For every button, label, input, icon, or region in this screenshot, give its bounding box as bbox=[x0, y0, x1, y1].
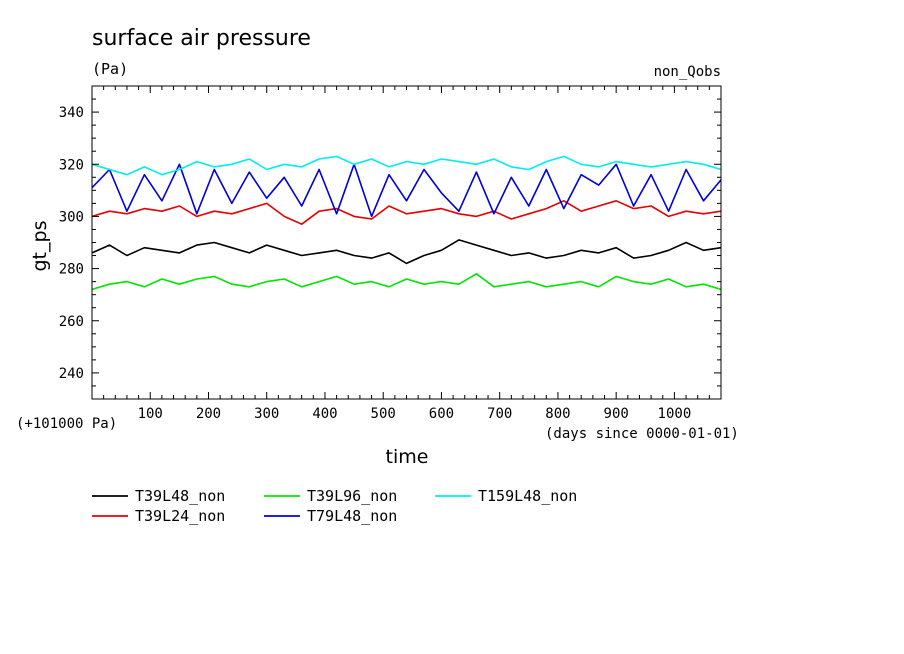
x-tick-label: 1000 bbox=[658, 406, 692, 422]
series-line-T39L96_non bbox=[91, 272, 722, 291]
series-line-T159L48_non bbox=[91, 155, 722, 176]
x-tick-label: 900 bbox=[604, 406, 629, 422]
y-axis-label: gt_ps bbox=[29, 221, 51, 272]
x-tick-label: 100 bbox=[138, 406, 163, 422]
series-line-T39L48_non bbox=[91, 239, 722, 265]
x-tick-label: 800 bbox=[545, 406, 570, 422]
legend-label-T39L96_non: T39L96_non bbox=[307, 487, 397, 505]
plot-area bbox=[91, 155, 722, 291]
x-tick-label: 300 bbox=[254, 406, 279, 422]
y-tick-label: 260 bbox=[59, 314, 84, 330]
legend-label-T39L24_non: T39L24_non bbox=[135, 507, 225, 525]
legend-label-T39L48_non: T39L48_non bbox=[135, 487, 225, 505]
x-tick-label: 600 bbox=[429, 406, 454, 422]
chart-title: surface air pressure bbox=[92, 26, 311, 51]
series-line-T39L24_non bbox=[91, 200, 722, 225]
units-label: (Pa) bbox=[92, 60, 128, 78]
y-tick-label: 240 bbox=[59, 366, 84, 382]
y-tick-label: 280 bbox=[59, 262, 84, 278]
series-line-T79L48_non bbox=[91, 163, 722, 218]
y-offset-note: (+101000 Pa) bbox=[16, 416, 117, 432]
legend-label-T159L48_non: T159L48_non bbox=[478, 487, 577, 505]
x-tick-label: 700 bbox=[487, 406, 512, 422]
x-tick-label: 500 bbox=[371, 406, 396, 422]
y-tick-label: 300 bbox=[59, 209, 84, 225]
y-tick-label: 320 bbox=[59, 157, 84, 173]
x-units-note: (days since 0000-01-01) bbox=[545, 426, 739, 442]
x-axis-label: time bbox=[386, 446, 429, 468]
legend-label-T79L48_non: T79L48_non bbox=[307, 507, 397, 525]
x-tick-label: 200 bbox=[196, 406, 221, 422]
legend: T39L48_non T39L24_non T39L96_non T79L48_non… bbox=[92, 487, 577, 525]
experiment-label: non_Qobs bbox=[654, 64, 721, 80]
axes: 100 200 300 400 500 600 700 800 900 1000 240 260 280… bbox=[59, 85, 722, 422]
plot-frame bbox=[91, 85, 722, 400]
y-tick-label: 340 bbox=[59, 105, 84, 121]
x-tick-label: 400 bbox=[312, 406, 337, 422]
